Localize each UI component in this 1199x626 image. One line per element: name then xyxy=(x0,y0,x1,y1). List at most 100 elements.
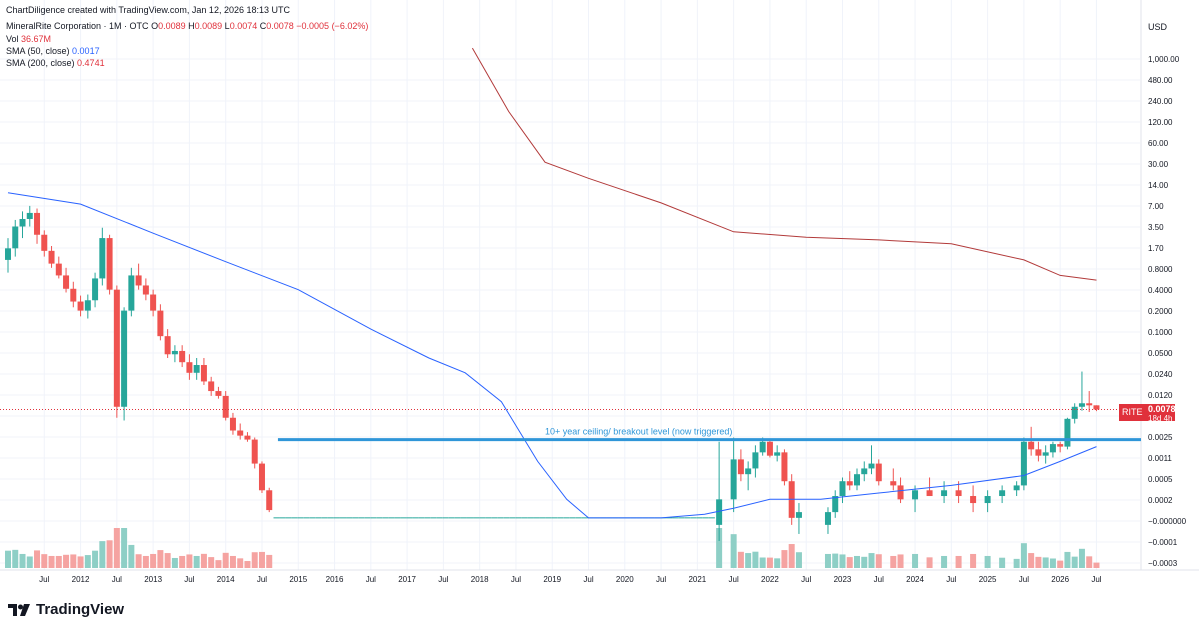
candle-body xyxy=(84,300,91,311)
legend-sma50[interactable]: SMA (50, close) 0.0017 xyxy=(6,46,100,56)
candle-body xyxy=(1071,406,1078,419)
candle-body xyxy=(868,463,875,469)
created-by: ChartDiligence created with TradingView.… xyxy=(6,5,290,15)
volume-bar xyxy=(215,560,222,568)
volume-bar xyxy=(970,553,977,568)
volume-bar xyxy=(135,554,142,568)
price-axis[interactable] xyxy=(1141,0,1199,570)
volume-bar xyxy=(795,552,802,568)
price-tick-label: −0.0003 xyxy=(1148,559,1178,568)
price-tick-label: 480.00 xyxy=(1148,76,1173,85)
candle-body xyxy=(890,481,897,486)
price-tick-label: 1.70 xyxy=(1148,244,1164,253)
candle-body xyxy=(759,441,766,453)
volume-bar xyxy=(999,557,1006,568)
candles xyxy=(5,205,1100,541)
time-tick-label: 2012 xyxy=(72,575,90,584)
candle-body xyxy=(716,499,723,525)
volume-bar xyxy=(766,557,773,568)
time-tick-label: Jul xyxy=(1091,575,1101,584)
volume-bar xyxy=(1078,548,1085,568)
time-tick-label: Jul xyxy=(112,575,122,584)
time-tick-label: 2015 xyxy=(289,575,307,584)
candle-body xyxy=(824,512,831,525)
candle-body xyxy=(157,310,164,337)
volume-bar xyxy=(48,555,55,568)
candle-body xyxy=(897,485,904,500)
price-tick-label: 120.00 xyxy=(1148,118,1173,127)
volume-bar xyxy=(164,553,171,568)
volume-bar xyxy=(179,555,186,568)
candle-body xyxy=(106,238,113,290)
volume-bars xyxy=(5,528,1100,568)
volume-bar xyxy=(745,553,752,568)
volume-bar xyxy=(244,561,251,568)
price-tick-label: 0.0002 xyxy=(1148,496,1173,505)
volume-bar xyxy=(781,550,788,568)
candle-body xyxy=(55,263,62,276)
volume-bar xyxy=(1013,558,1020,568)
tradingview-logo[interactable]: TradingView xyxy=(8,601,124,618)
legend-volume[interactable]: Vol 36.67M xyxy=(6,34,52,44)
volume-bar xyxy=(41,554,48,568)
candle-body xyxy=(1086,403,1093,406)
volume-bar xyxy=(839,554,846,568)
candle-body xyxy=(984,496,991,504)
candle-body xyxy=(171,350,178,355)
time-tick-label: 2018 xyxy=(471,575,489,584)
currency-label: USD xyxy=(1148,22,1168,32)
volume-bar xyxy=(759,557,766,568)
volume-bar xyxy=(1020,543,1027,568)
candle-body xyxy=(730,459,737,500)
sma200-line xyxy=(471,47,1097,281)
price-axis-ticks: 1,000.00 480.00 240.00 120.00 60.00 30.00 14.0… xyxy=(1148,55,1187,568)
time-axis-ticks: Jul 2012 Jul 2013 Jul 2014 Jul 2015 2016 Jul 2017 J… xyxy=(39,575,1102,584)
time-tick-label: Jul xyxy=(946,575,956,584)
time-tick-label: 2026 xyxy=(1051,575,1069,584)
candle-body xyxy=(795,512,802,518)
volume-bar xyxy=(941,555,948,568)
candle-body xyxy=(766,441,773,456)
price-tick-label: 60.00 xyxy=(1148,139,1169,148)
candle-body xyxy=(774,452,781,456)
candle-body xyxy=(142,285,149,295)
volume-bar xyxy=(186,554,193,568)
volume-bar xyxy=(26,556,33,568)
candle-body xyxy=(179,350,186,363)
time-tick-label: Jul xyxy=(39,575,49,584)
time-tick-label: Jul xyxy=(801,575,811,584)
candle-body xyxy=(77,301,84,311)
legend-sma200[interactable]: SMA (200, close) 0.4741 xyxy=(6,58,105,68)
candle-body xyxy=(854,474,860,486)
candle-body xyxy=(121,310,128,407)
time-tick-label: Jul xyxy=(257,575,267,584)
volume-bar xyxy=(251,552,258,568)
volume-bar xyxy=(1071,556,1078,568)
time-tick-label: 2017 xyxy=(398,575,416,584)
time-tick-label: Jul xyxy=(511,575,521,584)
candle-body xyxy=(150,294,157,311)
candle-body xyxy=(26,212,33,219)
price-tick-label: 0.0011 xyxy=(1148,454,1172,463)
price-tick-label: 0.4000 xyxy=(1148,286,1173,295)
candle-body xyxy=(164,336,171,355)
grid xyxy=(0,0,1140,570)
volume-bar xyxy=(1086,556,1093,568)
candle-body xyxy=(999,490,1006,497)
volume-bar xyxy=(1064,551,1071,568)
time-tick-label: 2025 xyxy=(979,575,997,584)
volume-bar xyxy=(1028,553,1035,568)
volume-bar xyxy=(788,544,795,568)
candle-body xyxy=(781,452,788,482)
volume-bar xyxy=(128,544,135,568)
volume-bar xyxy=(1035,556,1042,568)
candle-body xyxy=(70,288,77,302)
candle-body xyxy=(5,248,11,260)
volume-bar xyxy=(70,554,77,568)
candle-body xyxy=(258,463,265,491)
volume-bar xyxy=(106,540,113,568)
volume-bar xyxy=(63,554,70,568)
tradingview-icon xyxy=(8,603,30,616)
brand-name: TradingView xyxy=(36,601,125,618)
